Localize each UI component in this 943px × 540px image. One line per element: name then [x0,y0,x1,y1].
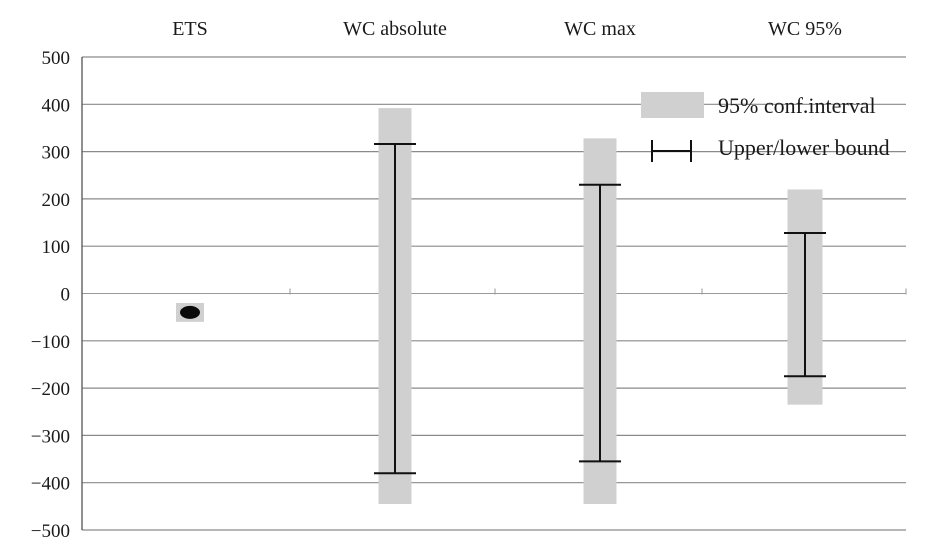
legend-bound-label: Upper/lower bound [718,135,890,160]
legend: 95% conf.interval Upper/lower bound [641,92,890,162]
y-tick-label: −200 [31,379,70,400]
category-labels: ETS WC absolute WC max WC 95% [172,18,842,40]
confidence-intervals [176,108,823,504]
y-tick-label: 500 [42,48,71,69]
y-tick-label: −300 [31,426,70,447]
legend-ci-label: 95% conf.interval [718,93,876,118]
category-label: ETS [172,18,208,40]
y-tick-label: 100 [42,237,71,258]
grid-lines [81,56,907,531]
y-tick-label: −100 [31,332,70,353]
legend-ci-swatch [641,92,704,118]
category-label: WC absolute [343,18,447,40]
y-tick-label: −400 [31,474,70,495]
y-tick-label: 200 [42,190,71,211]
legend-bound-swatch [651,140,692,162]
upper-lower-bounds [180,143,826,475]
category-label: WC 95% [768,18,842,40]
y-tick-label: 0 [61,285,71,306]
y-tick-label: −500 [31,521,70,540]
point-estimate [180,305,200,319]
y-tick-label: 400 [42,95,71,116]
y-axis-tick-labels: 500 400 300 200 100 0 −100 −200 −300 −400 −500 [31,48,70,540]
y-tick-label: 300 [42,143,71,164]
category-label: WC max [564,18,636,40]
